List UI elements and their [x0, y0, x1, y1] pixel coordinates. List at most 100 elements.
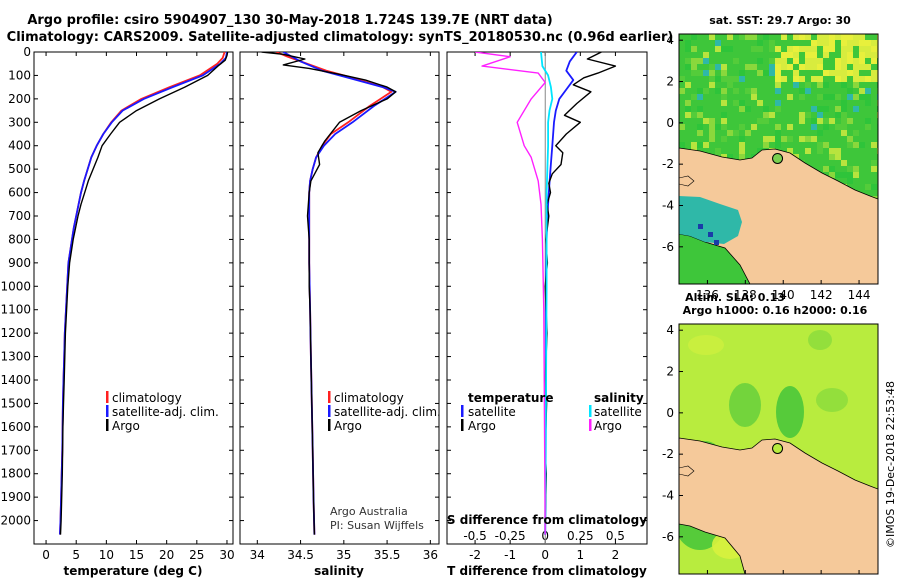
x-tick-label: 2	[612, 548, 620, 562]
sst-pixel	[853, 172, 859, 178]
sst-pixel	[721, 112, 727, 118]
sst-pixel	[709, 136, 715, 142]
sst-pixel	[787, 124, 793, 130]
sst-pixel	[847, 58, 853, 64]
temperature-ticks: 0 5 10 15 20 25 30	[42, 52, 235, 562]
cold-pixel	[698, 224, 703, 229]
s-difference-ticks: -0.5-0.2500.250.5	[463, 529, 625, 543]
depth-tick-label: 0	[23, 45, 31, 59]
sst-pixel	[721, 118, 727, 124]
depth-tick-label: 700	[8, 209, 31, 223]
sst-pixel	[835, 70, 841, 76]
sst-pixel	[811, 124, 817, 130]
island	[679, 465, 695, 477]
sst-pixel	[841, 34, 847, 40]
sst-pixel	[757, 46, 763, 52]
sst-pixel	[817, 148, 823, 154]
sla-anomaly	[816, 388, 848, 412]
sst-pixel	[721, 136, 727, 142]
x-tick-label: 35.5	[374, 548, 401, 562]
sst-pixel	[817, 112, 823, 118]
legend-heading-temperature: temperature	[468, 391, 553, 405]
sst-pixel	[781, 58, 787, 64]
sst-pixel	[703, 88, 709, 94]
sst-pixel	[763, 112, 769, 118]
sst-pixel	[769, 136, 775, 142]
sst-pixel	[709, 64, 715, 70]
sst-pixel	[871, 142, 877, 148]
sst-pixel	[847, 34, 853, 40]
sst-pixel	[709, 82, 715, 88]
sst-pixel	[715, 46, 721, 52]
sst-pixel	[835, 112, 841, 118]
sst-pixel	[853, 166, 859, 172]
sst-pixel	[757, 70, 763, 76]
map-lon-label: 142	[810, 288, 833, 302]
sst-pixel	[787, 52, 793, 58]
sla-anomaly	[688, 335, 724, 355]
sst-pixel	[829, 154, 835, 160]
map-lon-label: 136	[696, 578, 719, 580]
sst-pixel	[679, 124, 685, 130]
difference-legend-temperature: temperature satellite Argo	[461, 391, 553, 433]
legend-swatch-argo	[106, 419, 109, 431]
s-tick-label: -0.25	[495, 529, 526, 543]
sst-pixel	[847, 178, 853, 184]
sst-pixel	[841, 118, 847, 124]
sst-pixel	[823, 166, 829, 172]
sst-pixel	[823, 94, 829, 100]
depth-tick-label: 1200	[0, 326, 31, 340]
temperature-legend: climatology satellite-adj. clim. Argo	[106, 391, 219, 433]
legend-s-satellite: satellite	[594, 405, 642, 419]
new-guinea-land	[679, 437, 878, 574]
sst-pixel	[727, 154, 733, 160]
sst-pixel	[757, 148, 763, 154]
sst-pixel	[739, 106, 745, 112]
sst-pixel	[745, 106, 751, 112]
x-tick-label: 10	[99, 548, 114, 562]
sst-pixel	[799, 118, 805, 124]
temperature-axis-label: temperature (deg C)	[64, 564, 203, 578]
sst-pixel	[847, 136, 853, 142]
sst-pixel	[727, 46, 733, 52]
sst-pixel	[775, 58, 781, 64]
sst-pixel	[739, 154, 745, 160]
sst-pixel	[847, 142, 853, 148]
sst-pixel	[697, 142, 703, 148]
depth-tick-label: 200	[8, 92, 31, 106]
sst-pixel	[715, 40, 721, 46]
sst-pixel	[745, 130, 751, 136]
sst-pixel	[865, 100, 871, 106]
sst-pixel	[859, 88, 865, 94]
sst-pixel	[775, 106, 781, 112]
sst-pixel	[823, 124, 829, 130]
depth-tick-label: 600	[8, 186, 31, 200]
legend-s-argo: Argo	[594, 419, 622, 433]
sst-pixel	[853, 64, 859, 70]
sst-map-title: sat. SST: 29.7 Argo: 30	[709, 14, 851, 27]
sst-pixel	[697, 70, 703, 76]
x-tick-label: -1	[504, 548, 516, 562]
sst-pixel	[859, 94, 865, 100]
sst-pixel	[811, 136, 817, 142]
sst-pixel	[811, 40, 817, 46]
s-tick-label: 0.25	[567, 529, 594, 543]
legend-swatch-climatology	[328, 391, 331, 403]
sst-pixel	[859, 64, 865, 70]
depth-tick-label: 2000	[0, 514, 31, 528]
sst-pixel	[799, 76, 805, 82]
sst-pixel	[691, 70, 697, 76]
imos-timestamp: ©IMOS 19-Dec-2018 22:53:48	[884, 381, 897, 548]
depth-tick-label: 1800	[0, 467, 31, 481]
sst-pixel	[811, 58, 817, 64]
legend-climatology: climatology	[112, 391, 182, 405]
depth-tick-label: 1600	[0, 420, 31, 434]
sst-pixel	[859, 58, 865, 64]
x-tick-label: 34.5	[287, 548, 314, 562]
series-line-s-argo	[475, 52, 546, 535]
sst-pixel	[859, 52, 865, 58]
sst-map	[679, 34, 878, 284]
sst-pixel	[787, 136, 793, 142]
sst-pixel	[781, 76, 787, 82]
sst-pixel	[811, 106, 817, 112]
